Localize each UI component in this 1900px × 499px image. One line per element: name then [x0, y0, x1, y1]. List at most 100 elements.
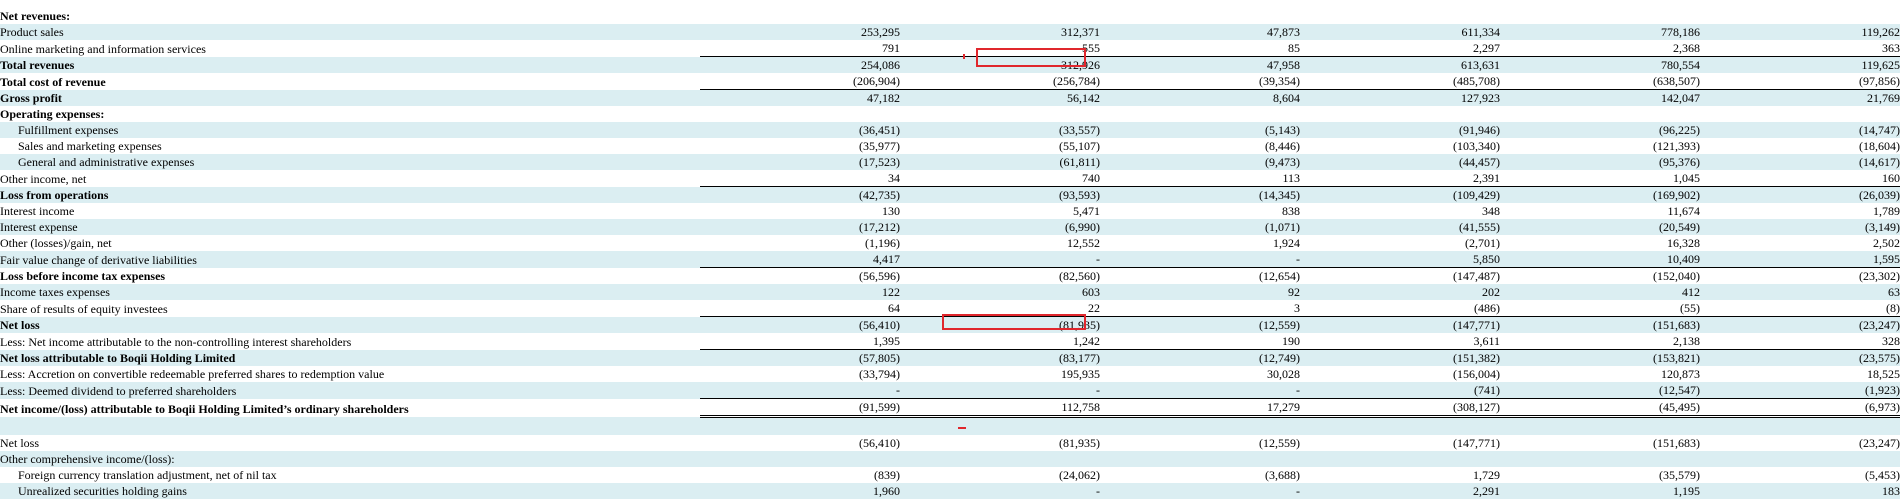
value-cell: (151,382) [1300, 349, 1500, 366]
value-cell: (206,904) [853, 74, 900, 88]
value-cell: (14,617) [1700, 154, 1900, 170]
row-label: Less: Deemed dividend to preferred share… [0, 382, 700, 399]
value-cell: 10,409 [1500, 251, 1700, 268]
value-cell: (23,247) [1859, 436, 1900, 450]
row-label: Other comprehensive income/(loss): [0, 451, 700, 467]
row-label: Total cost of revenue [0, 74, 106, 89]
value-cell: (95,376) [1500, 154, 1700, 170]
value-cell: 2,138 [1673, 334, 1700, 348]
value-cell: 8,604 [1100, 89, 1300, 106]
red-tick-mark [963, 54, 965, 59]
value-cell: 17,279 [1100, 398, 1300, 418]
value-cell [1100, 106, 1300, 122]
value-cell: 16,328 [1667, 236, 1700, 250]
value-cell: 1,045 [1673, 171, 1700, 185]
table-row: Product sales 253,295 312,371 47,873 611,334… [0, 24, 1900, 40]
table-row: Net loss (56,410) (81,935) (12,559) (147,771… [0, 316, 1900, 333]
value-cell [1300, 451, 1500, 467]
row-label: Other (losses)/gain, net [0, 236, 112, 250]
value-cell: (485,708) [1453, 74, 1500, 88]
value-cell: (20,549) [1500, 219, 1700, 235]
table-row: Operating expenses: [0, 106, 1900, 122]
income-statement-body: Net revenues: Product sales 253,295 312,371… [0, 8, 1900, 499]
value-cell: 253,295 [700, 24, 900, 40]
value-cell: 202 [1300, 284, 1500, 300]
value-cell: (61,811) [900, 154, 1100, 170]
value-cell: 183 [1700, 483, 1900, 499]
row-label: Unrealized securities holding gains [0, 483, 700, 499]
value-cell: (41,555) [1300, 219, 1500, 235]
value-cell: 2,297 [1473, 41, 1500, 55]
row-label: General and administrative expenses [0, 154, 700, 170]
value-cell: - [1100, 483, 1300, 499]
value-cell [1100, 451, 1300, 467]
value-cell: (1,196) [865, 236, 900, 250]
value-cell [1500, 416, 1700, 435]
value-cell: 5,850 [1300, 251, 1500, 268]
value-cell: 63 [1700, 284, 1900, 300]
value-cell: (1,071) [1100, 219, 1300, 235]
value-cell: 22 [1088, 301, 1100, 315]
value-cell: 2,502 [1873, 236, 1900, 250]
value-cell: - [1100, 382, 1300, 399]
value-cell: (486) [1474, 301, 1500, 315]
value-cell: - [1100, 251, 1300, 268]
table-row: Online marketing and information service… [0, 40, 1900, 57]
value-cell: - [900, 382, 1100, 399]
value-cell [900, 451, 1100, 467]
table-row: Less: Net income attributable to the non… [0, 333, 1900, 350]
table-row: Interest income 130 5,471 838 348 11,674 1,789 [0, 203, 1900, 219]
value-cell: - [700, 382, 900, 399]
value-cell: 2,291 [1300, 483, 1500, 499]
value-cell: - [900, 251, 1100, 268]
value-cell: (3,688) [1265, 468, 1300, 482]
table-row: Net loss attributable to Boqii Holding L… [0, 349, 1900, 366]
value-cell: (256,784) [1053, 74, 1100, 88]
value-cell: 5,471 [1073, 204, 1100, 218]
value-cell: (151,683) [1500, 316, 1700, 333]
table-row: Net loss (56,410) (81,935) (12,559) (147,771… [0, 435, 1900, 451]
row-label: Loss before income tax expenses [0, 269, 166, 283]
value-cell: 838 [1282, 204, 1300, 218]
table-row: Fulfillment expenses (36,451) (33,557) (5,1… [0, 122, 1900, 138]
value-cell: (308,127) [1300, 398, 1500, 418]
value-cell: 1,595 [1700, 251, 1900, 268]
value-cell [900, 106, 1100, 122]
value-cell: 160 [1882, 171, 1900, 185]
value-cell: (24,062) [1059, 468, 1100, 482]
value-cell: 3 [1294, 301, 1300, 315]
value-cell [1100, 8, 1300, 24]
value-cell: (169,902) [1500, 186, 1700, 203]
value-cell: (57,805) [700, 349, 900, 366]
row-label: Fair value change of derivative liabilit… [0, 251, 700, 268]
value-cell: (839) [874, 468, 900, 482]
value-cell: (6,990) [900, 219, 1100, 235]
table-row: Share of results of equity investees 64 22… [0, 300, 1900, 317]
value-cell: 791 [882, 41, 900, 55]
value-cell: (39,354) [1259, 74, 1300, 88]
value-cell: 112,758 [900, 398, 1100, 418]
value-cell: (44,457) [1300, 154, 1500, 170]
value-cell: (5,453) [1865, 468, 1900, 482]
table-row: Sales and marketing expenses (35,977) (55,… [0, 138, 1900, 154]
row-label [0, 416, 700, 435]
value-cell: (36,451) [700, 122, 900, 138]
value-cell: 120,873 [1661, 367, 1700, 381]
value-cell: 611,334 [1300, 24, 1500, 40]
value-cell: (93,593) [900, 186, 1100, 203]
value-cell: (56,410) [700, 316, 900, 333]
table-row: General and administrative expenses (17,5… [0, 154, 1900, 170]
value-cell: (56,596) [700, 267, 900, 284]
value-cell [700, 416, 900, 435]
value-cell: 1,195 [1500, 483, 1700, 499]
row-label: Net loss attributable to Boqii Holding L… [0, 349, 700, 366]
value-cell: 119,625 [1700, 56, 1900, 73]
value-cell: 363 [1882, 41, 1900, 55]
value-cell: (14,345) [1100, 186, 1300, 203]
value-cell: (17,523) [700, 154, 900, 170]
value-cell: 603 [900, 284, 1100, 300]
value-cell: (55) [1680, 301, 1700, 315]
value-cell: (35,579) [1659, 468, 1700, 482]
value-cell: (55,107) [1059, 139, 1100, 153]
value-cell [1500, 8, 1700, 24]
